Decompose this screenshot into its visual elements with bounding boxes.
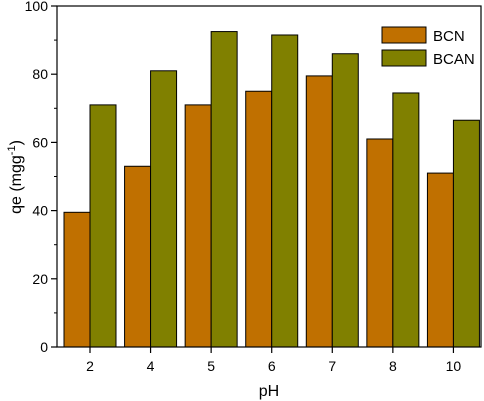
bar-bcan-ph-7 [331,53,359,348]
y-axis: 0 20 40 60 80 100 [25,0,57,355]
bar-bcan-ph-6 [271,34,299,348]
bar-bcan-ph-10 [452,119,480,348]
bar-bcan-ph-2 [89,104,117,348]
y-tick-label: 40 [32,203,48,219]
x-tick-label: 4 [147,358,155,374]
legend-item-bcn: BCN [381,26,465,45]
bar-bcn-ph-2 [63,211,91,348]
bar-bcn-ph-4 [124,165,152,348]
y-tick-label: 20 [32,271,48,287]
legend-swatch-bcan [381,49,427,67]
y-tick-label: 80 [32,66,48,82]
x-tick-label: 6 [268,358,276,374]
bar-bcan-ph-8 [392,92,420,348]
x-tick-label: 8 [389,358,397,374]
bar-bcan-ph-4 [150,70,178,348]
x-axis-title: pH [259,383,279,400]
legend-swatch-bcn [381,26,427,44]
x-tick-label: 10 [446,358,462,374]
bar-bcn-ph-8 [366,138,394,348]
bar-bcn-ph-7 [305,75,333,348]
x-tick-label: 5 [207,358,215,374]
x-tick-label: 2 [86,358,94,374]
bars-layer [63,31,480,348]
legend-label-bcan: BCAN [433,51,475,68]
y-axis-title: qe (mgg-1) [6,140,25,214]
bar-bcan-ph-5 [210,31,238,348]
bar-bcn-ph-5 [184,104,212,348]
x-axis: 2 4 5 6 7 8 10 [86,347,461,374]
legend-label-bcn: BCN [433,28,465,45]
y-tick-label: 60 [32,134,48,150]
legend-item-bcan: BCAN [381,49,475,68]
bar-bcn-ph-6 [245,90,273,348]
y-tick-label: 0 [40,339,48,355]
x-tick-label: 7 [328,358,336,374]
bar-bcn-ph-10 [426,172,454,348]
legend: BCN BCAN [381,26,475,68]
y-tick-label: 100 [25,0,49,14]
